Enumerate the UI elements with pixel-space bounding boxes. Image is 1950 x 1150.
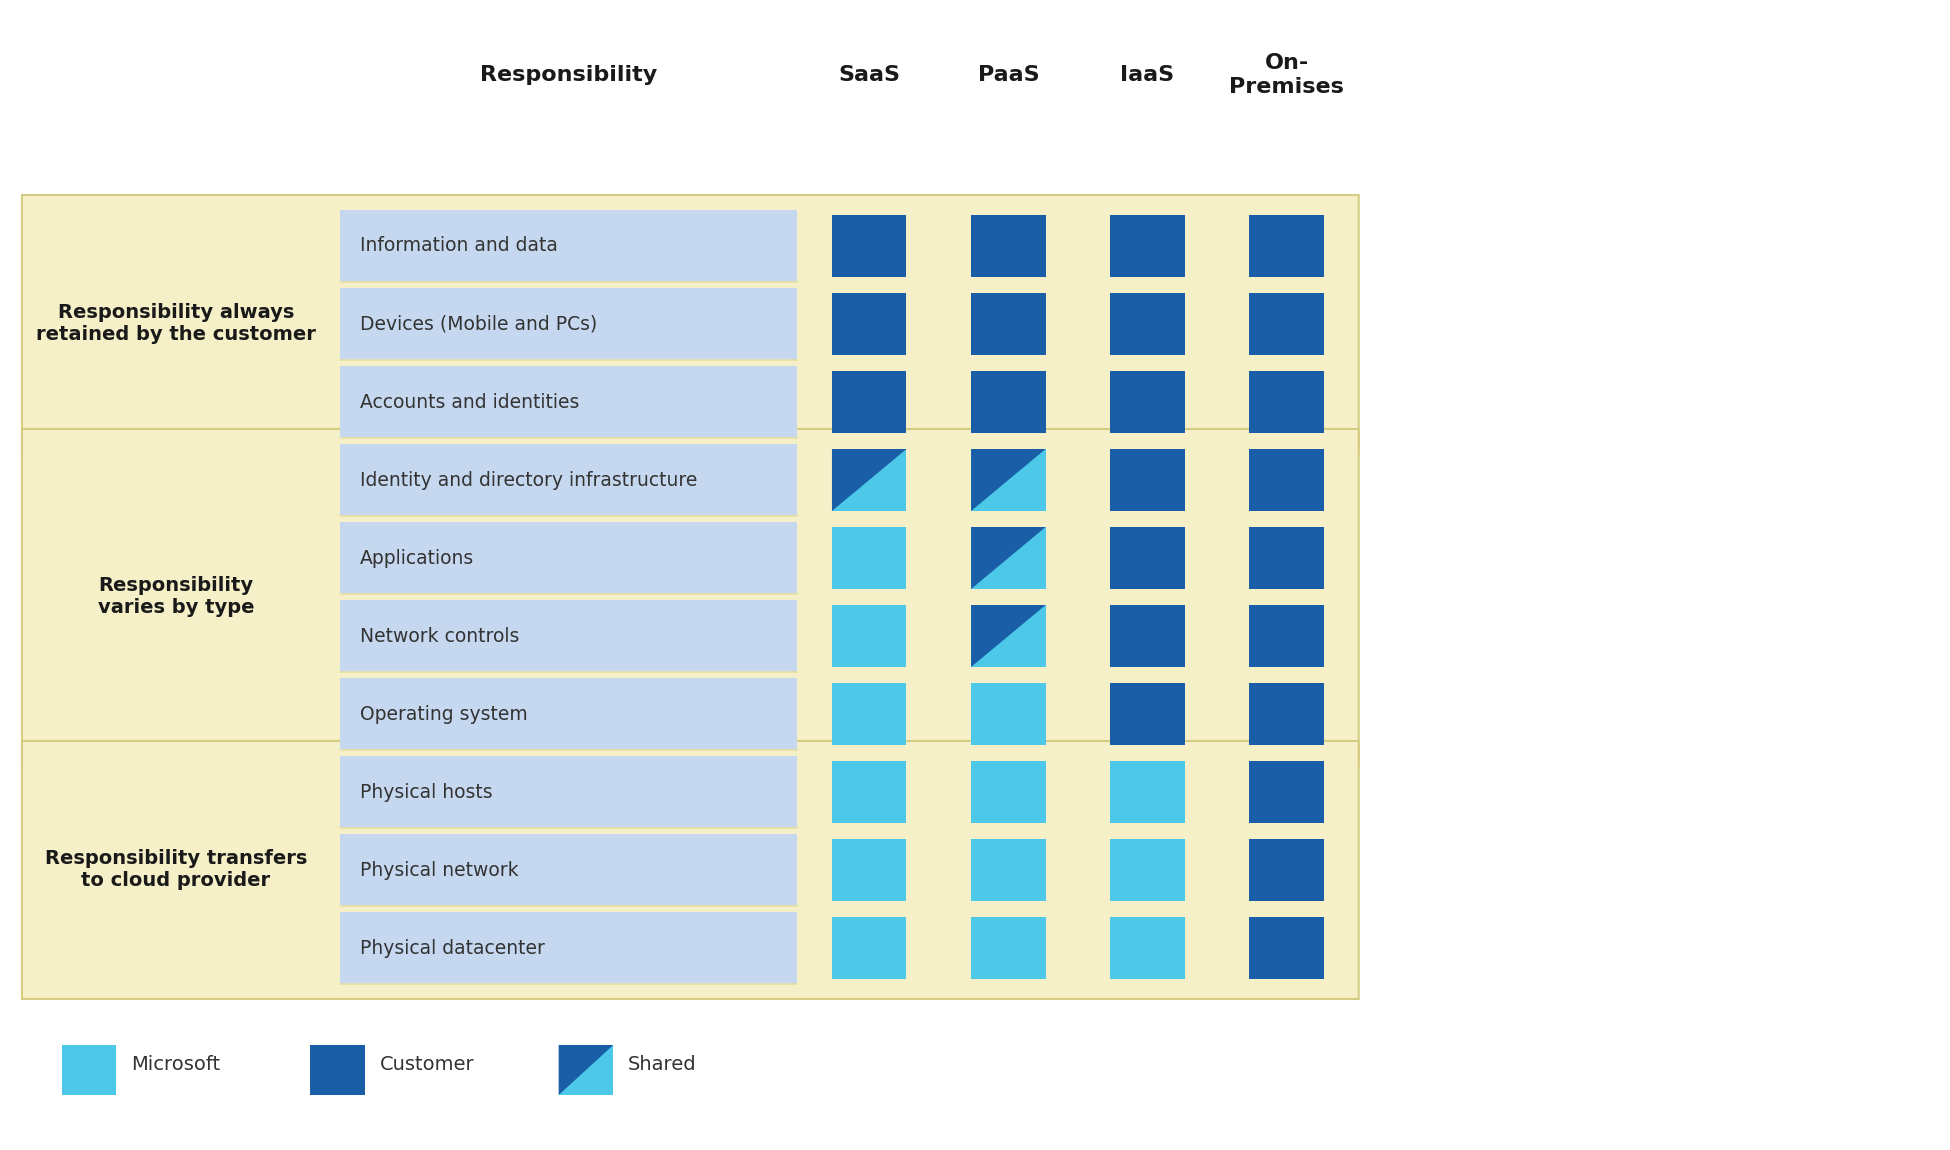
FancyBboxPatch shape [1110, 371, 1186, 434]
FancyBboxPatch shape [1250, 371, 1324, 434]
Text: Physical datacenter: Physical datacenter [361, 938, 544, 958]
Text: Shared: Shared [628, 1056, 696, 1074]
FancyBboxPatch shape [339, 288, 798, 360]
FancyBboxPatch shape [833, 683, 907, 745]
FancyBboxPatch shape [1110, 917, 1186, 979]
Text: Responsibility
varies by type: Responsibility varies by type [98, 576, 254, 618]
FancyBboxPatch shape [971, 371, 1045, 434]
FancyBboxPatch shape [1250, 840, 1324, 900]
Polygon shape [971, 527, 1045, 589]
Text: Responsibility: Responsibility [480, 66, 657, 85]
FancyBboxPatch shape [339, 600, 798, 672]
FancyBboxPatch shape [1110, 605, 1186, 667]
FancyBboxPatch shape [1250, 683, 1324, 745]
Text: Responsibility always
retained by the customer: Responsibility always retained by the cu… [37, 304, 316, 345]
FancyBboxPatch shape [833, 527, 907, 589]
Text: Information and data: Information and data [361, 237, 558, 255]
Polygon shape [833, 448, 907, 511]
FancyBboxPatch shape [971, 215, 1045, 277]
Text: Customer: Customer [380, 1056, 474, 1074]
FancyBboxPatch shape [1250, 448, 1324, 511]
FancyBboxPatch shape [1250, 605, 1324, 667]
FancyBboxPatch shape [1110, 215, 1186, 277]
Text: Physical network: Physical network [361, 860, 519, 880]
FancyBboxPatch shape [339, 522, 798, 595]
FancyBboxPatch shape [971, 448, 1045, 511]
Text: Network controls: Network controls [361, 627, 519, 645]
FancyBboxPatch shape [21, 196, 1359, 453]
FancyBboxPatch shape [1110, 840, 1186, 900]
Text: Identity and directory infrastructure: Identity and directory infrastructure [361, 470, 698, 490]
FancyBboxPatch shape [1110, 761, 1186, 823]
Text: Responsibility transfers
to cloud provider: Responsibility transfers to cloud provid… [45, 850, 308, 890]
FancyBboxPatch shape [21, 741, 1359, 999]
FancyBboxPatch shape [1250, 761, 1324, 823]
FancyBboxPatch shape [1110, 683, 1186, 745]
FancyBboxPatch shape [833, 215, 907, 277]
FancyBboxPatch shape [1250, 527, 1324, 589]
FancyBboxPatch shape [1250, 215, 1324, 277]
FancyBboxPatch shape [971, 683, 1045, 745]
FancyBboxPatch shape [339, 834, 798, 906]
FancyBboxPatch shape [971, 605, 1045, 667]
FancyBboxPatch shape [971, 293, 1045, 355]
FancyBboxPatch shape [833, 605, 907, 667]
FancyBboxPatch shape [833, 448, 907, 511]
FancyBboxPatch shape [1110, 448, 1186, 511]
FancyBboxPatch shape [971, 761, 1045, 823]
FancyBboxPatch shape [971, 917, 1045, 979]
FancyBboxPatch shape [339, 366, 798, 438]
FancyBboxPatch shape [339, 444, 798, 516]
FancyBboxPatch shape [339, 210, 798, 282]
FancyBboxPatch shape [833, 917, 907, 979]
FancyBboxPatch shape [21, 429, 1359, 765]
Text: Operating system: Operating system [361, 705, 528, 723]
FancyBboxPatch shape [339, 756, 798, 828]
Polygon shape [971, 448, 1045, 511]
FancyBboxPatch shape [339, 912, 798, 984]
FancyBboxPatch shape [833, 840, 907, 900]
FancyBboxPatch shape [558, 1045, 614, 1095]
FancyBboxPatch shape [1110, 293, 1186, 355]
FancyBboxPatch shape [339, 678, 798, 750]
Text: Devices (Mobile and PCs): Devices (Mobile and PCs) [361, 314, 597, 334]
FancyBboxPatch shape [1110, 527, 1186, 589]
Text: Microsoft: Microsoft [131, 1056, 220, 1074]
Polygon shape [558, 1045, 614, 1095]
FancyBboxPatch shape [833, 293, 907, 355]
FancyBboxPatch shape [1250, 293, 1324, 355]
Text: SaaS: SaaS [838, 66, 901, 85]
Text: Accounts and identities: Accounts and identities [361, 392, 579, 412]
FancyBboxPatch shape [833, 761, 907, 823]
Text: PaaS: PaaS [977, 66, 1039, 85]
FancyBboxPatch shape [1250, 917, 1324, 979]
FancyBboxPatch shape [62, 1045, 117, 1095]
FancyBboxPatch shape [971, 527, 1045, 589]
Text: Physical hosts: Physical hosts [361, 782, 493, 802]
Text: On-
Premises: On- Premises [1228, 53, 1344, 97]
FancyBboxPatch shape [971, 840, 1045, 900]
Text: IaaS: IaaS [1121, 66, 1174, 85]
Text: Applications: Applications [361, 549, 474, 567]
FancyBboxPatch shape [833, 371, 907, 434]
FancyBboxPatch shape [310, 1045, 365, 1095]
Polygon shape [971, 605, 1045, 667]
